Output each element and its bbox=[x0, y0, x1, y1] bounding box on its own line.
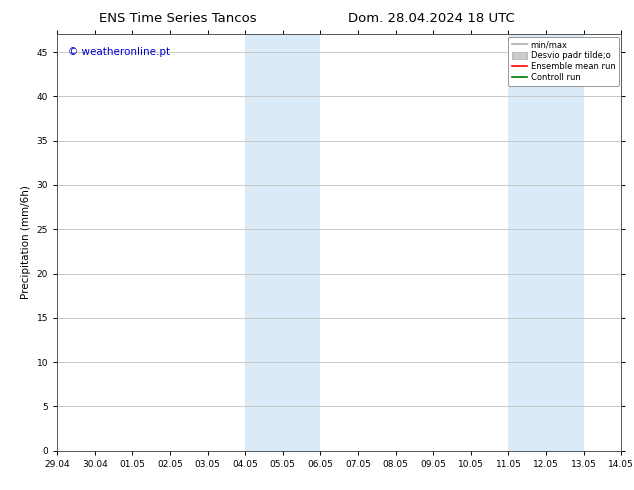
Y-axis label: Precipitation (mm/6h): Precipitation (mm/6h) bbox=[21, 186, 31, 299]
Bar bbox=[508, 34, 584, 451]
Text: Dom. 28.04.2024 18 UTC: Dom. 28.04.2024 18 UTC bbox=[347, 12, 515, 25]
Legend: min/max, Desvio padr tilde;o, Ensemble mean run, Controll run: min/max, Desvio padr tilde;o, Ensemble m… bbox=[508, 37, 619, 86]
Bar bbox=[245, 34, 320, 451]
Text: © weatheronline.pt: © weatheronline.pt bbox=[68, 47, 171, 57]
Text: ENS Time Series Tancos: ENS Time Series Tancos bbox=[99, 12, 256, 25]
